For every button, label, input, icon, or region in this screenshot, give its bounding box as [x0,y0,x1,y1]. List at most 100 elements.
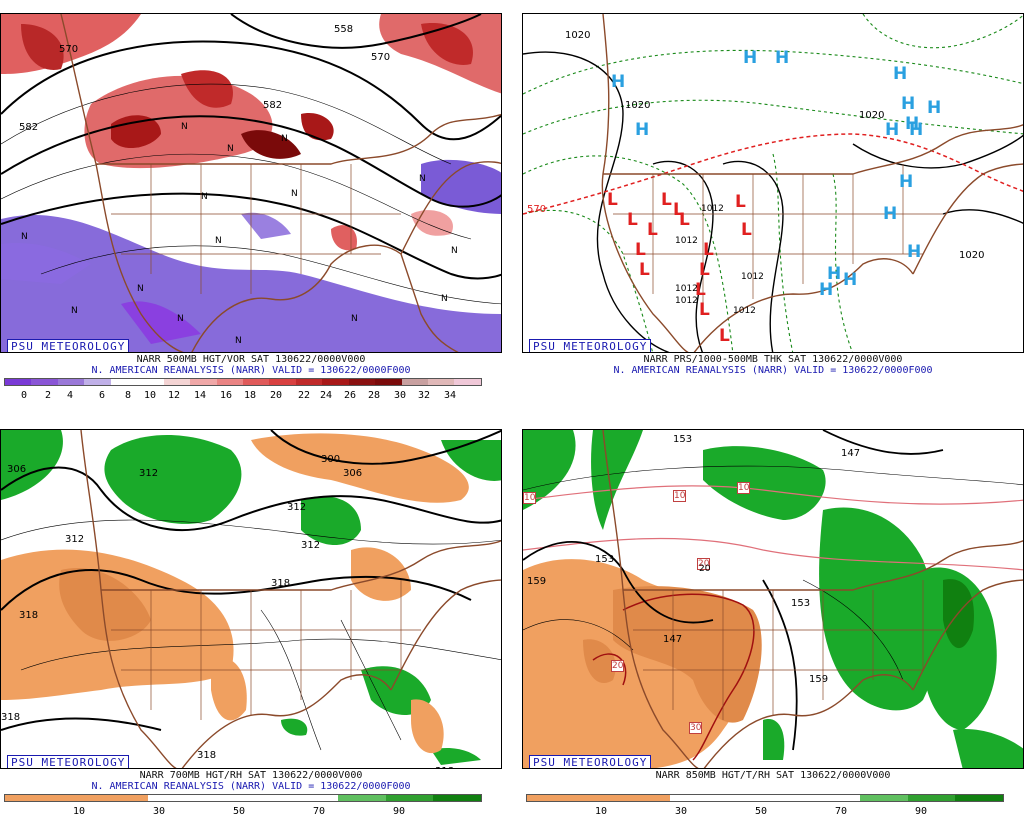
contour-label: 147 [841,448,861,459]
high-pressure-marker: H [843,270,858,290]
colorbar-tick-label: 22 [297,390,311,401]
colorbar-tick-label: 28 [367,390,381,401]
map-850mb: 153 147 10 10 10 159 153 20 20 147 153 1… [522,429,1024,769]
n-marker: N [451,246,458,256]
contour-label: 570 [371,52,391,63]
colorbar-swatch [428,379,455,385]
n-marker: N [177,314,184,324]
psu-branding: PSU METEOROLOGY [7,755,130,768]
colorbar-tick-label: 4 [66,390,74,401]
colorbar-ticks: 10 30 50 70 90 [4,806,482,820]
n-marker: N [215,236,222,246]
colorbar-tick-label: 32 [417,390,431,401]
low-pressure-marker: L [719,326,730,346]
colorbar-swatch [242,795,291,801]
isobar-label: 1020 [565,30,591,41]
panel-title: NARR 850MB HGT/T/RH SAT 130622/0000V000 [655,770,891,781]
low-pressure-marker: L [741,220,752,240]
colorbar-swatch [31,379,58,385]
colorbar-swatch [764,795,813,801]
colorbar-tick-label: 0 [20,390,28,401]
isobar-label: 1020 [859,110,885,121]
colorbar-tick-label: 8 [124,390,132,401]
colorbar-swatch [147,795,196,801]
low-pressure-marker: L [735,192,746,212]
n-marker: N [21,232,28,242]
colorbar-tick-label: 34 [443,390,457,401]
high-pressure-marker: H [819,280,834,300]
panel-subtitle: N. AMERICAN REANALYSIS (NARR) VALID = 13… [91,781,411,792]
colorbar [4,794,482,802]
contour-label: 312 [65,534,85,545]
contour-label: 582 [263,100,283,111]
colorbar-swatch [717,795,765,801]
low-pressure-marker: L [661,190,672,210]
contour-label: 300 [321,454,341,465]
panel-850mb: 153 147 10 10 10 159 153 20 20 147 153 1… [522,416,1024,821]
contour-label: 582 [19,122,39,133]
high-pressure-marker: H [743,48,758,68]
colorbar-swatch [216,379,243,385]
colorbar-swatch [375,379,402,385]
n-marker: N [351,314,358,324]
colorbar-swatch [163,379,191,385]
high-pressure-marker: H [883,204,898,224]
colorbar-swatch [338,795,386,801]
isobar-label: 1012 [675,296,698,306]
high-pressure-marker: H [909,120,924,140]
map-500mb-canvas [1,14,501,352]
psu-branding: PSU METEOROLOGY [529,339,652,352]
colorbar-tick-label: 30 [152,806,166,817]
colorbar-swatch [574,795,623,801]
map-850mb-canvas [523,430,1023,768]
colorbar-swatch [5,795,53,801]
isobar-label: 1012 [701,204,724,214]
colorbar-swatch [190,379,217,385]
thickness-label: 570 [527,204,547,215]
colorbar-swatch [348,379,376,385]
isobar-label: 1020 [625,100,651,111]
low-pressure-marker: L [647,220,658,240]
colorbar-swatch [84,379,111,385]
colorbar-tick-label: 20 [269,390,283,401]
colorbar-swatch [57,379,85,385]
panel-700mb: 306 312 300 306 312 312 318 318 318 318 … [0,416,502,821]
colorbar-tick-label: 90 [914,806,928,817]
isobar-label: 1020 [959,250,985,261]
contour-label: 318 [435,766,454,768]
colorbar-tick-label: 14 [193,390,207,401]
high-pressure-marker: H [901,94,916,114]
colorbar-swatch [195,795,243,801]
colorbar-tick-label: 2 [44,390,52,401]
high-pressure-marker: H [885,120,900,140]
colorbar-tick-label: 10 [143,390,157,401]
temp-label: 10 [737,482,751,494]
n-marker: N [419,174,426,184]
colorbar-tick-label: 50 [754,806,768,817]
n-marker: N [235,336,242,346]
contour-label: 312 [139,468,159,479]
contour-label: 153 [791,598,811,609]
colorbar-swatch [907,795,956,801]
n-marker: N [71,306,78,316]
high-pressure-marker: H [893,64,908,84]
low-pressure-marker: L [699,260,710,280]
panel-subtitle: N. AMERICAN REANALYSIS (NARR) VALID = 13… [91,365,411,376]
high-pressure-marker: H [905,114,920,134]
map-700mb-canvas [1,430,501,768]
temp-label: 20 [699,564,711,574]
isobar-label: 1012 [675,284,698,294]
low-pressure-marker: L [695,280,706,300]
panel-title: NARR PRS/1000-500MB THK SAT 130622/0000V… [643,354,903,365]
colorbar-swatch [100,795,148,801]
isobar-label: 1012 [733,306,756,316]
high-pressure-marker: H [775,48,790,68]
n-marker: N [201,192,208,202]
colorbar-swatch [622,795,670,801]
colorbar-tick-label: 70 [312,806,326,817]
colorbar [4,378,482,386]
contour-label: 159 [527,576,547,587]
contour-label: 570 [59,44,79,55]
